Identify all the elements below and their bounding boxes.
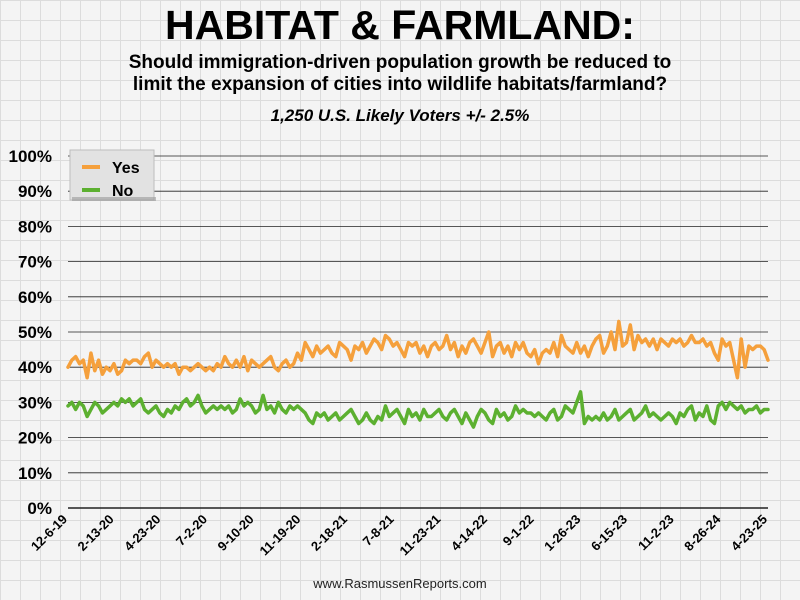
- legend-shadow: [72, 197, 156, 201]
- y-tick-label: 10%: [18, 464, 52, 483]
- y-tick-label: 60%: [18, 288, 52, 307]
- legend-label: No: [112, 183, 134, 200]
- grid-lines: [68, 155, 768, 509]
- y-tick-label: 40%: [18, 358, 52, 377]
- x-tick-label: 2-13-20: [74, 512, 116, 554]
- x-tick-label: 2-18-21: [308, 512, 350, 554]
- chart-subtitle: Should immigration-driven population gro…: [0, 52, 800, 96]
- x-tick-label: 11-23-21: [397, 512, 444, 559]
- y-tick-label: 80%: [18, 217, 52, 236]
- y-tick-label: 70%: [18, 253, 52, 272]
- legend: Yes No: [69, 149, 156, 201]
- x-tick-label: 11-19-20: [257, 512, 304, 559]
- sample-note: 1,250 U.S. Likely Voters +/- 2.5%: [270, 106, 530, 125]
- x-tick-label: 9-10-20: [214, 512, 256, 554]
- y-tick-label: 50%: [18, 323, 52, 342]
- y-axis-ticks: 0% 10% 20% 30% 40% 50% 60% 70% 80% 90% 100%: [9, 147, 52, 518]
- y-tick-label: 0%: [27, 499, 52, 518]
- source-link[interactable]: www.RasmussenReports.com: [313, 576, 487, 591]
- x-tick-label: 4-23-20: [121, 512, 163, 554]
- y-tick-label: 20%: [18, 429, 52, 448]
- no-series-line: [66, 390, 770, 429]
- x-tick-label: 9-1-22: [500, 512, 537, 549]
- subtitle-line-1: Should immigration-driven population gro…: [128, 52, 672, 73]
- chart-title: HABITAT & FARMLAND:: [165, 2, 635, 48]
- y-tick-label: 30%: [18, 393, 52, 412]
- x-axis-ticks: 12-6-19 2-13-20 4-23-20 7-2-20 9-10-20 11-19-…: [28, 511, 770, 558]
- x-tick-label: 11-2-23: [635, 512, 677, 554]
- x-tick-label: 7-8-21: [360, 512, 397, 549]
- subtitle-line-2: limit the expansion of cities into wildl…: [132, 74, 668, 95]
- y-tick-label: 100%: [9, 147, 52, 166]
- x-tick-label: 8-26-24: [681, 511, 724, 554]
- legend-label: Yes: [112, 160, 140, 177]
- x-tick-label: 7-2-20: [173, 512, 210, 549]
- x-tick-label: 6-15-23: [588, 512, 630, 554]
- y-tick-label: 90%: [18, 182, 52, 201]
- x-tick-label: 1-26-23: [541, 512, 583, 554]
- series-lines: [66, 319, 770, 429]
- x-tick-label: 4-14-22: [448, 512, 490, 554]
- yes-series-line: [66, 319, 770, 380]
- x-tick-label: 4-23-25: [728, 512, 770, 554]
